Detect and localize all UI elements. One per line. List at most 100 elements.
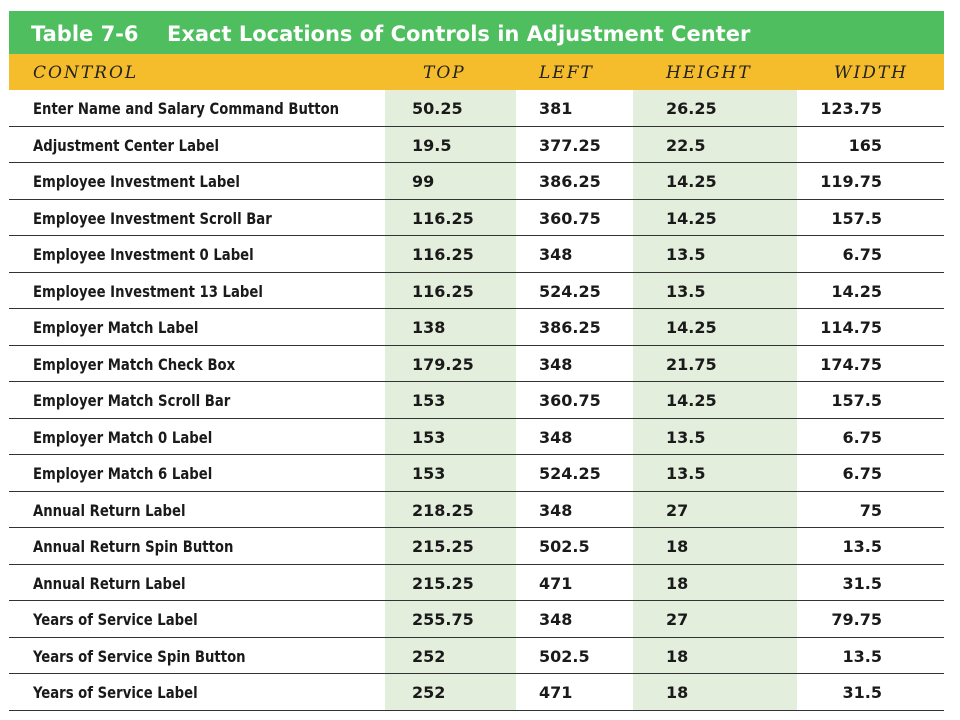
cell-height: 18 [666, 683, 689, 702]
table-body: Enter Name and Salary Command Button 50.… [9, 90, 944, 711]
cell-width: 31.5 [842, 683, 882, 702]
table-row: Employer Match Scroll Bar 153 360.75 14.… [9, 382, 944, 419]
cell-left: 386.25 [539, 172, 601, 191]
cell-top: 252 [412, 683, 446, 702]
cell-left: 524.25 [539, 464, 601, 483]
table-title: Exact Locations of Controls in Adjustmen… [167, 22, 751, 46]
cell-top: 215.25 [412, 573, 474, 593]
cell-left: 348 [539, 245, 573, 264]
cell-top: 99 [412, 172, 435, 191]
header-width: WIDTH [834, 63, 908, 83]
top-column-shading [385, 90, 516, 710]
cell-height: 27 [666, 610, 689, 629]
header-top: TOP [423, 63, 466, 83]
cell-top: 138 [412, 318, 446, 337]
table-row: Employee Investment Scroll Bar 116.25 36… [9, 200, 944, 236]
table-row: Employer Match Label 138 386.25 14.25 11… [9, 309, 944, 346]
cell-height: 14.25 [666, 318, 717, 337]
cell-top: 153 [412, 464, 446, 483]
cell-height: 13.5 [666, 464, 706, 483]
table-title-bar: Table 7-6 Exact Locations of Controls in… [9, 11, 944, 54]
cell-left: 348 [539, 354, 573, 374]
cell-control: Years of Service Label [33, 610, 198, 629]
cell-width: 157.5 [831, 208, 882, 228]
table-row: Years of Service Spin Button 252 502.5 1… [9, 638, 944, 674]
table-row: Annual Return Label 215.25 471 18 31.5 [9, 565, 944, 601]
cell-width: 13.5 [842, 537, 882, 556]
cell-width: 79.75 [831, 610, 882, 629]
cell-height: 18 [666, 646, 689, 666]
cell-width: 119.75 [820, 172, 882, 191]
cell-control: Enter Name and Salary Command Button [33, 99, 340, 118]
table-row: Employee Investment Label 99 386.25 14.2… [9, 163, 944, 200]
cell-left: 386.25 [539, 318, 601, 337]
cell-left: 360.75 [539, 391, 601, 410]
cell-control: Employer Match Label [33, 318, 199, 337]
cell-left: 348 [539, 427, 573, 447]
cell-control: Employee Investment Scroll Bar [33, 208, 272, 228]
cell-left: 502.5 [539, 646, 590, 666]
cell-left: 348 [539, 500, 573, 520]
cell-control: Adjustment Center Label [33, 135, 220, 155]
table-number: Table 7-6 [31, 22, 139, 46]
cell-width: 114.75 [820, 318, 882, 337]
cell-left: 348 [539, 610, 573, 629]
cell-control: Employer Match 6 Label [33, 464, 213, 483]
table-row: Annual Return Label 218.25 348 27 75 [9, 492, 944, 528]
cell-top: 255.75 [412, 610, 474, 629]
cell-left: 502.5 [539, 537, 590, 556]
table-row: Employee Investment 0 Label 116.25 348 1… [9, 236, 944, 273]
table-row: Employer Match 6 Label 153 524.25 13.5 6… [9, 455, 944, 492]
cell-width: 13.5 [842, 646, 882, 666]
cell-width: 165 [848, 135, 882, 155]
cell-left: 381 [539, 99, 573, 118]
cell-height: 18 [666, 537, 689, 556]
table-row: Enter Name and Salary Command Button 50.… [9, 90, 944, 127]
cell-left: 471 [539, 573, 573, 593]
cell-height: 14.25 [666, 208, 717, 228]
cell-top: 153 [412, 427, 446, 447]
cell-control: Employee Investment 0 Label [33, 245, 254, 264]
table-row: Years of Service Label 252 471 18 31.5 [9, 674, 944, 711]
cell-width: 31.5 [842, 573, 882, 593]
cell-width: 6.75 [842, 427, 882, 447]
cell-top: 153 [412, 391, 446, 410]
header-left: LEFT [539, 63, 594, 83]
table-header-row: CONTROL TOP LEFT HEIGHT WIDTH [9, 54, 944, 90]
cell-height: 18 [666, 573, 689, 593]
cell-top: 116.25 [412, 208, 474, 228]
cell-top: 252 [412, 646, 446, 666]
cell-height: 22.5 [666, 135, 706, 155]
cell-control: Employee Investment 13 Label [33, 281, 263, 301]
cell-height: 13.5 [666, 427, 706, 447]
cell-left: 471 [539, 683, 573, 702]
cell-top: 50.25 [412, 99, 463, 118]
table-row: Adjustment Center Label 19.5 377.25 22.5… [9, 127, 944, 163]
table-row: Years of Service Label 255.75 348 27 79.… [9, 601, 944, 638]
cell-control: Annual Return Label [33, 500, 186, 520]
header-height: HEIGHT [666, 63, 752, 83]
cell-top: 116.25 [412, 245, 474, 264]
cell-control: Employer Match 0 Label [33, 427, 213, 447]
table-row: Employer Match 0 Label 153 348 13.5 6.75 [9, 419, 944, 455]
cell-width: 75 [859, 500, 882, 520]
height-column-shading [633, 90, 797, 710]
cell-height: 14.25 [666, 172, 717, 191]
cell-height: 26.25 [666, 99, 717, 118]
cell-control: Employer Match Check Box [33, 354, 236, 374]
cell-control: Annual Return Spin Button [33, 537, 234, 556]
cell-control: Years of Service Label [33, 683, 198, 702]
table-row: Employer Match Check Box 179.25 348 21.7… [9, 346, 944, 382]
cell-left: 524.25 [539, 281, 601, 301]
cell-control: Years of Service Spin Button [33, 646, 246, 666]
cell-top: 116.25 [412, 281, 474, 301]
cell-width: 14.25 [831, 281, 882, 301]
cell-width: 6.75 [842, 245, 882, 264]
cell-control: Employer Match Scroll Bar [33, 391, 231, 410]
cell-width: 6.75 [842, 464, 882, 483]
cell-top: 19.5 [412, 135, 452, 155]
header-control: CONTROL [33, 63, 139, 83]
table-row: Annual Return Spin Button 215.25 502.5 1… [9, 528, 944, 565]
cell-height: 14.25 [666, 391, 717, 410]
cell-height: 21.75 [666, 354, 717, 374]
